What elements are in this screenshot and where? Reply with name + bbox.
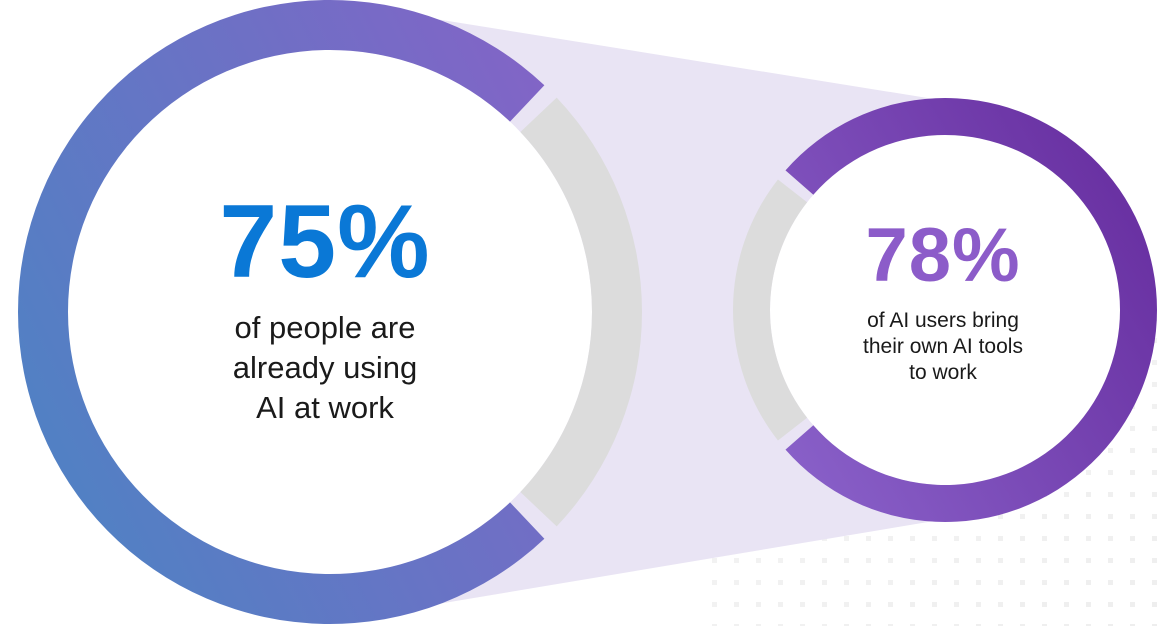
donut-2-center xyxy=(770,135,1120,485)
stat-description-line: AI at work xyxy=(256,390,394,425)
stat-description-line: already using xyxy=(232,350,418,385)
donut-2-unfilled-segment xyxy=(732,179,808,441)
stat-description-line: their own AI tools xyxy=(863,335,1023,358)
stat-description: of AI users bring their own AI tools to … xyxy=(838,308,1048,386)
stat-block-people-using-ai: 75% of people are already using AI at wo… xyxy=(160,190,490,428)
stat-value-75-percent: 75% xyxy=(219,184,431,300)
donut-1-unfilled-segment xyxy=(520,97,642,527)
stat-block-bring-own-ai-tools: 78% of AI users bring their own AI tools… xyxy=(813,218,1073,386)
stat-description: of people are already using AI at work xyxy=(200,308,450,428)
stat-value-78-percent: 78% xyxy=(865,213,1021,298)
donut-1-center xyxy=(68,50,592,574)
donut-2-filled-segment xyxy=(785,98,1158,523)
donut-1-filled-segment xyxy=(18,0,545,624)
stat-description-line: of people are xyxy=(234,310,416,345)
stat-description-line: of AI users bring xyxy=(867,309,1019,332)
stat-description-line: to work xyxy=(909,361,977,384)
